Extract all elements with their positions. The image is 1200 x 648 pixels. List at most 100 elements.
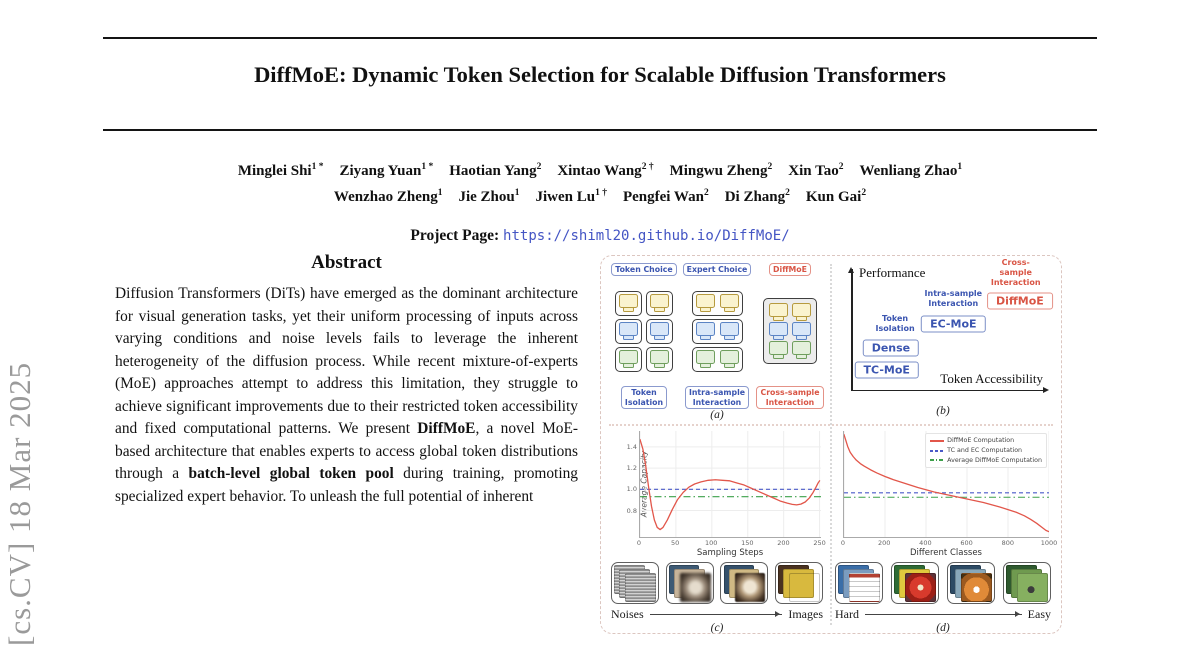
moe-columns: Token Choice Token Isolation Expert Choice… [609,263,825,409]
yellow-expert-monitor-icon [792,303,811,322]
legend-entry: TC and EC Computation [930,446,1042,456]
method-box-dense: Dense [862,339,920,357]
cat-early-image-card [665,562,714,604]
x-tick-label: 200 [777,539,790,547]
legend-entry: Average DiffMoE Computation [930,456,1042,466]
panel-b-ylabel: Performance [859,265,926,280]
author-name: Di Zhang2 [724,188,790,205]
blue-expert-monitor-icon [650,321,669,340]
y-tick-label: 0.8 [626,506,637,515]
noises-label: Noises [611,607,644,621]
column-footer-badge: Intra-sample Interaction [684,386,750,409]
right-arrow-icon [649,610,783,618]
hard-to-easy-strip [833,562,1053,604]
method-box-diffmoe: DiffMoE [986,292,1053,310]
paper-title: DiffMoE: Dynamic Token Selection for Sca… [254,62,946,87]
legend-label: DiffMoE Computation [947,437,1015,444]
abstract-text: Diffusion Transformers (DiTs) have emerg… [115,285,578,505]
column-footer-badge: Cross-sample Interaction [756,386,824,409]
author-name: Minglei Shi1 * [237,162,324,179]
y-tick-label: 1.4 [626,442,637,451]
blue-expert-monitor-icon [719,321,739,340]
x-tick-label: 200 [877,539,891,547]
project-page-line: Project Page: https://shiml20.github.io/… [0,227,1200,245]
token-group-box [615,318,642,344]
author-name: Jiwen Lu1 † [535,188,607,205]
flower-image-card [891,562,939,604]
author-name: Wenzhao Zheng1 [333,188,443,205]
green-expert-monitor-icon [769,341,788,360]
figure-horizontal-divider [609,424,1053,426]
panel-a-caption: (a) [710,409,724,421]
x-tick-label: 0 [636,539,642,547]
abstract-column: Abstract Diffusion Transformers (DiTs) h… [115,252,578,508]
interaction-type-label: Cross-sample Interaction [990,258,1041,288]
green-expert-monitor-icon [695,349,715,368]
blue-expert-monitor-icon [769,322,788,341]
green-expert-monitor-icon [619,349,638,368]
legend-label: Average DiffMoE Computation [947,456,1042,464]
column-header-badge: DiffMoE [769,263,811,277]
noise-image-card [611,562,659,604]
cat-mid-image-card [720,562,769,604]
panel-c-xlabel: Sampling Steps [696,548,764,558]
x-tick-label: 250 [813,539,826,547]
noise-to-image-strip [609,562,825,604]
author-name: Jie Zhou1 [458,188,520,205]
legend-line-sample [930,449,945,452]
author-name: Pengfei Wan2 [622,188,709,205]
class-difficulty-chart: DiffMoE Computation TC and EC Computation… [843,431,1049,538]
token-group-box [615,346,642,372]
yellow-expert-monitor-icon [619,293,638,312]
green-expert-monitor-icon [792,341,811,360]
column-footer-badge: Token Isolation [620,386,668,409]
author-name: Xin Tao2 [788,162,844,179]
images-label: Images [788,607,823,621]
legend-entry: DiffMoE Computation [930,436,1042,446]
interaction-type-label: Intra-sample Interaction [924,288,983,308]
y-tick-label: 1.2 [626,464,637,473]
sampling-steps-plot [640,431,821,537]
blue-expert-monitor-icon [619,321,638,340]
blue-expert-monitor-icon [792,322,811,341]
column-header-badge: Expert Choice [682,263,752,277]
title-rule [103,129,1097,131]
x-axis-arrow [851,387,1049,392]
top-rule [103,37,1097,39]
method-box-tc-moe: TC-MoE [854,361,919,379]
moe-column-diffmoe: DiffMoE Cross-sample Interaction [755,263,825,409]
panel-b-accessibility-plot: Performance Token Accessibility Token Is… [833,258,1053,421]
blue-expert-monitor-icon [695,321,715,340]
x-tick-label: 1000 [1040,539,1058,547]
x-tick-label: 600 [960,539,973,547]
project-page-link[interactable]: https://shiml20.github.io/DiffMoE/ [503,228,790,244]
y-axis-arrow [848,267,854,391]
method-box-ec-moe: EC-MoE [921,315,986,333]
panel-c-strip-labels: Noises Images [611,607,823,622]
panel-a-moe-comparison: Token Choice Token Isolation Expert Choice… [609,263,825,421]
panel-b-xlabel: Token Accessibility [940,371,1043,386]
yellow-expert-monitor-icon [769,303,788,322]
author-line-2: Wenzhao Zheng1 Jie Zhou1 Jiwen Lu1 † Pengfe… [90,181,1110,210]
author-name: Xintao Wang2 † [557,162,654,179]
cat-clear-image-card [774,562,823,604]
panel-c-xticks: 0 50 100 150 200 250 [636,539,826,548]
project-page-label: Project Page: [410,227,500,244]
legend-line-sample [930,439,945,442]
legend-label: TC and EC Computation [947,446,1023,454]
panel-b-plot-area: Performance Token Accessibility Token Is… [841,258,1053,405]
green-expert-monitor-icon [650,349,669,368]
author-name: Kun Gai2 [805,188,867,205]
sample-group-box [691,290,743,316]
yellow-expert-monitor-icon [695,293,715,312]
x-tick-label: 50 [670,539,680,547]
author-name: Wenliang Zhao1 [859,162,963,179]
arxiv-sidebar-banner: [cs.CV] 18 Mar 2025 [2,361,37,646]
sample-group-box [691,318,743,344]
fox-image-card [947,562,995,604]
interaction-type-label: Token Isolation [875,313,915,333]
figure-vertical-divider [830,264,832,625]
author-line-1: Minglei Shi1 * Ziyang Yuan1 * Haotian Yang… [90,155,1110,184]
moe-column-token-choice: Token Choice Token Isolation [609,263,679,409]
